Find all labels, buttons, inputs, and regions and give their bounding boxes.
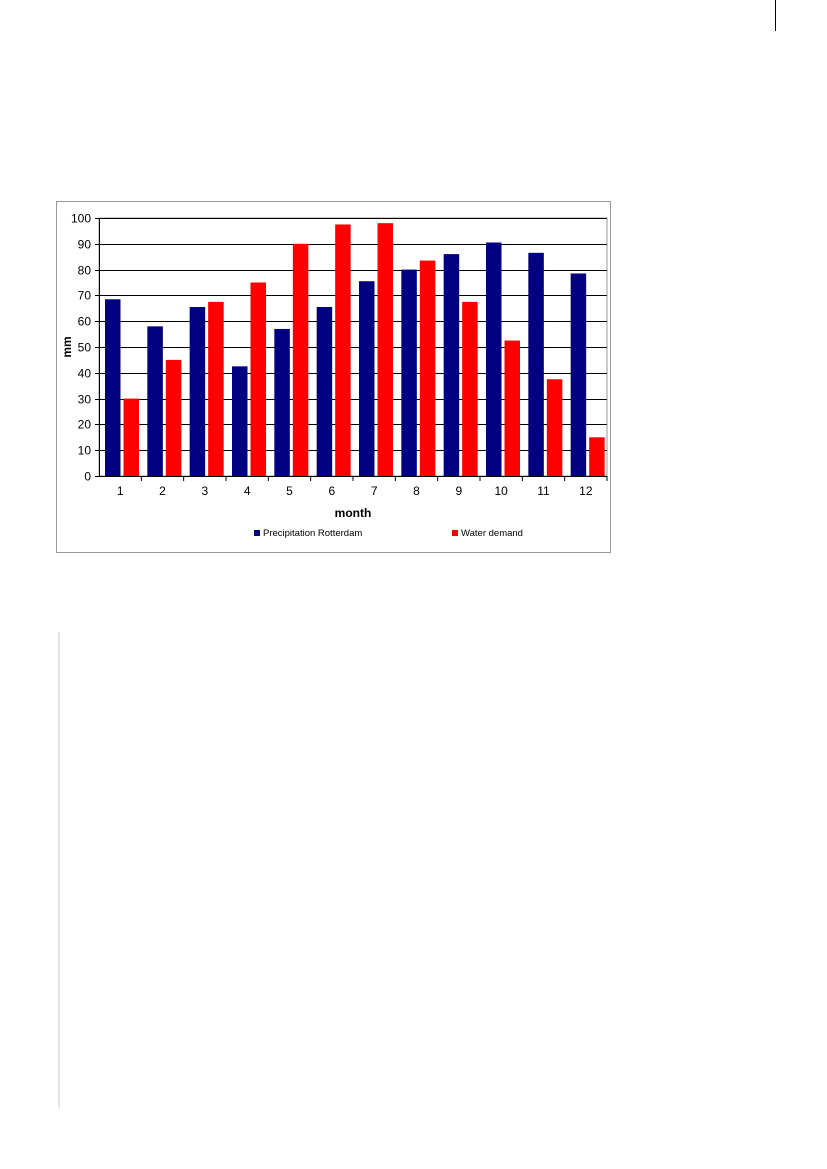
bar-precipitation-6	[316, 307, 333, 476]
bar-water-demand-4	[250, 282, 266, 476]
bar-precipitation-1	[105, 299, 121, 476]
header-rule	[775, 0, 776, 31]
legend-label-precipitation: Precipitation Rotterdam	[263, 528, 362, 539]
bar-precipitation-8	[401, 269, 417, 476]
bar-water-demand-3	[208, 301, 224, 476]
bar-water-demand-9	[462, 301, 478, 476]
bar-water-demand-2	[165, 359, 182, 476]
bar-precipitation-3	[189, 307, 206, 476]
x-tick-label: 2	[159, 484, 166, 498]
y-tick-label: 90	[78, 238, 92, 252]
legend: Precipitation Rotterdam Water demand	[254, 528, 523, 539]
bar-water-demand-12	[589, 437, 605, 476]
bars	[105, 223, 605, 476]
bar-precipitation-10	[486, 242, 502, 476]
y-tick-label: 80	[78, 264, 92, 278]
bar-precipitation-5	[274, 328, 290, 476]
legend-swatch-water-demand	[452, 530, 458, 536]
x-axis-title: month	[335, 506, 372, 520]
y-tick-label: 10	[78, 444, 92, 458]
y-tick-label: 50	[78, 341, 92, 355]
margin-rule	[58, 632, 60, 1108]
y-tick-label: 30	[78, 393, 92, 407]
x-tick-label: 1	[117, 484, 124, 498]
bar-precipitation-11	[528, 252, 544, 476]
legend-swatch-precipitation	[254, 530, 260, 536]
x-tick-label: 5	[286, 484, 293, 498]
y-tick-label: 60	[78, 315, 92, 329]
bar-water-demand-1	[123, 398, 139, 476]
x-tick-label: 7	[371, 484, 378, 498]
bar-water-demand-8	[419, 260, 436, 476]
x-tick-label: 3	[201, 484, 208, 498]
y-axis-title: mm	[60, 336, 74, 357]
y-tick-label: 0	[84, 470, 91, 484]
y-tick-label: 70	[78, 289, 92, 303]
x-tick-label: 12	[579, 484, 593, 498]
x-tick-label: 8	[413, 484, 420, 498]
x-tick-label: 10	[494, 484, 508, 498]
gridlines	[99, 218, 607, 451]
bar-water-demand-5	[292, 243, 309, 476]
bar-water-demand-10	[504, 340, 520, 476]
bar-water-demand-11	[546, 379, 563, 476]
bar-precipitation-9	[443, 254, 460, 476]
bar-precipitation-4	[232, 366, 248, 476]
y-tick-label: 40	[78, 367, 92, 381]
x-tick-label: 4	[244, 484, 251, 498]
legend-label-water-demand: Water demand	[461, 528, 523, 539]
x-tick-label: 6	[328, 484, 335, 498]
x-tick-label: 11	[537, 484, 550, 498]
bar-precipitation-12	[570, 273, 587, 476]
bar-precipitation-7	[359, 281, 375, 476]
bar-precipitation-2	[147, 326, 163, 476]
x-tick-label: 9	[455, 484, 462, 498]
y-tick-label: 20	[78, 418, 92, 432]
bar-water-demand-7	[377, 223, 393, 476]
y-tick-label: 100	[71, 212, 91, 226]
bar-water-demand-6	[335, 224, 351, 476]
